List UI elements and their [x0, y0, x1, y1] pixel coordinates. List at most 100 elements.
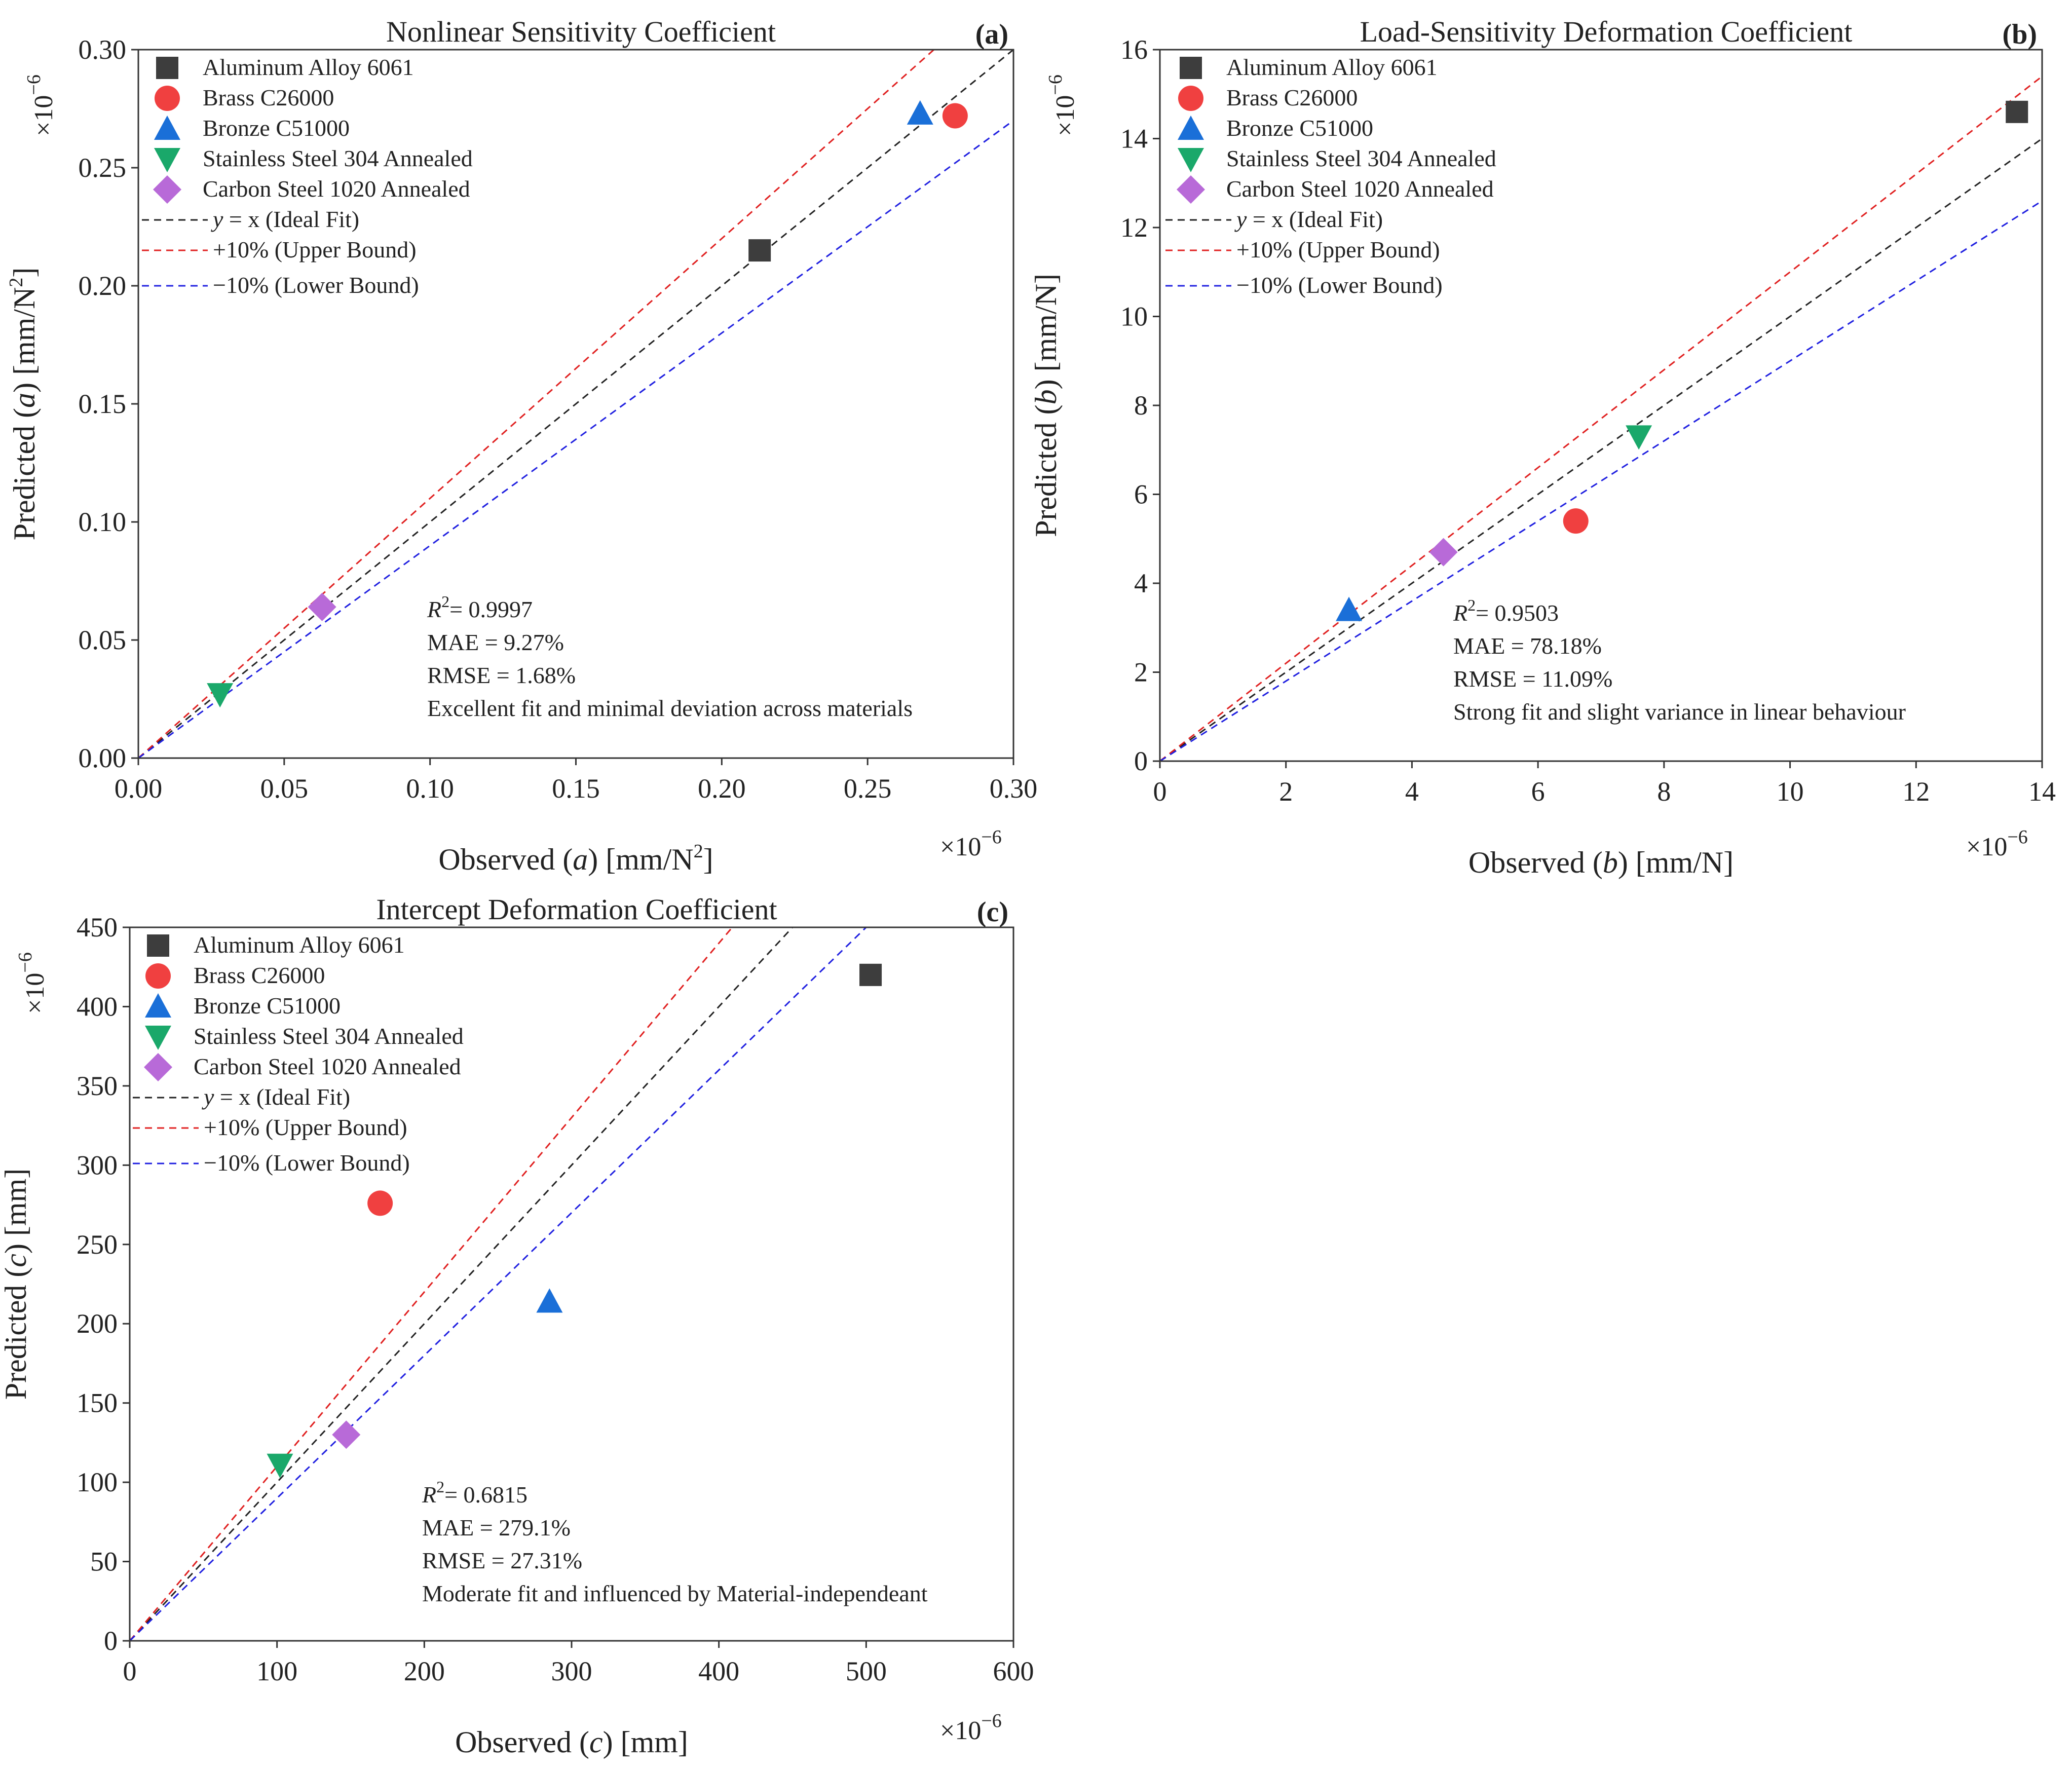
legend-marker	[145, 1026, 171, 1050]
data-point	[942, 103, 968, 129]
chart-title: Nonlinear Sensitivity Coefficient	[386, 15, 776, 48]
data-points	[1336, 100, 2028, 621]
y-tick-label: 350	[77, 1071, 118, 1101]
reference-lines	[138, 50, 1013, 758]
ref-line-upper	[138, 50, 935, 758]
mae-value: MAE = 78.18%	[1453, 633, 1602, 659]
y-tick-label: 0.00	[79, 743, 127, 773]
data-point	[2006, 100, 2028, 123]
y-tick-label: 10	[1120, 302, 1148, 332]
x-axis-label: Observed (c) [mm]	[455, 1725, 688, 1759]
data-point	[859, 963, 882, 986]
panel-b: 0 2 4 6 8 10 12 14 0 2 4 6 8 10 12 14 16 Load-Sensitivity…	[1029, 15, 2056, 879]
ref-line-ideal	[138, 50, 1013, 758]
y-multiplier: ×10−6	[15, 952, 50, 1014]
y-axis-label: Predicted (c) [mm]	[0, 1169, 32, 1400]
rmse-value: RMSE = 1.68%	[427, 662, 576, 688]
y-tick-label: 8	[1134, 390, 1148, 421]
legend-item: Brass C26000	[1178, 85, 1358, 111]
fit-note: Moderate fit and influenced by Material-…	[422, 1581, 928, 1606]
y-tick-label: 0	[104, 1626, 118, 1656]
legend-label: Brass C26000	[203, 85, 334, 110]
reference-lines	[130, 927, 868, 1641]
legend-marker	[155, 86, 180, 111]
stats-block: R2= 0.9997 MAE = 9.27% RMSE = 1.68% Excelle…	[427, 592, 913, 721]
x-multiplier: ×10−6	[1966, 826, 2028, 861]
ref-line-lower	[130, 927, 868, 1641]
y-tick-label: 0	[1134, 746, 1148, 776]
r2-value: R2= 0.9997	[427, 592, 533, 622]
legend: Aluminum Alloy 6061 Brass C26000 Bronze C5…	[1165, 54, 1496, 298]
y-tick-label: 450	[77, 912, 118, 943]
legend-label: Carbon Steel 1020 Annealed	[1226, 176, 1494, 202]
legend-label: Stainless Steel 304 Annealed	[194, 1023, 464, 1049]
legend-marker	[153, 175, 181, 204]
data-point	[308, 592, 336, 621]
panel-label: (c)	[977, 896, 1008, 928]
legend-label: Aluminum Alloy 6061	[203, 54, 414, 80]
y-tick-label: 400	[77, 991, 118, 1022]
y-tick-label: 0.30	[79, 34, 127, 65]
y-tick-label: 16	[1120, 34, 1148, 65]
legend-item: Stainless Steel 304 Annealed	[145, 1023, 464, 1050]
legend-label: Brass C26000	[194, 962, 325, 988]
y-tick-label: 0.15	[79, 389, 127, 419]
x-tick-label: 400	[698, 1656, 739, 1686]
y-tick-label: 4	[1134, 568, 1148, 598]
x-tick-label: 0.15	[552, 773, 600, 804]
panel-c: 0 100 200 300 400 500 600 0 50 100 150 200 250 300 350…	[0, 893, 1034, 1759]
chart-title: Intercept Deformation Coefficient	[376, 893, 777, 926]
legend-item: y = x (Ideal Fit)	[142, 206, 359, 232]
x-tick-label: 600	[993, 1656, 1034, 1686]
legend-marker	[154, 116, 180, 140]
data-points	[207, 100, 968, 708]
legend-label: Carbon Steel 1020 Annealed	[203, 176, 470, 202]
data-point	[1626, 425, 1652, 450]
legend-label: −10% (Lower Bound)	[204, 1150, 410, 1176]
data-point	[1563, 508, 1589, 534]
legend-label: Aluminum Alloy 6061	[1226, 54, 1438, 80]
legend-item: Bronze C51000	[1178, 115, 1373, 141]
y-axis-label: Predicted (b) [mm/N]	[1029, 274, 1063, 537]
data-point	[367, 1190, 393, 1216]
data-point	[267, 1453, 293, 1478]
x-tick-label: 10	[1777, 776, 1804, 807]
y-tick-label: 0.10	[79, 507, 127, 537]
legend-item: Bronze C51000	[154, 115, 350, 141]
legend-label: Brass C26000	[1226, 85, 1358, 110]
legend-item: −10% (Lower Bound)	[133, 1150, 410, 1176]
x-multiplier: ×10−6	[940, 1710, 1002, 1745]
x-tick-label: 12	[1902, 776, 1930, 807]
y-tick-label: 2	[1134, 657, 1148, 688]
legend-label: Stainless Steel 304 Annealed	[203, 145, 473, 171]
legend-label: Bronze C51000	[1226, 115, 1373, 141]
legend-marker	[1178, 148, 1204, 172]
y-tick-label: 250	[77, 1229, 118, 1260]
y-tick-label: 0.20	[79, 271, 127, 301]
legend-item: Bronze C51000	[145, 993, 341, 1019]
chart-title: Load-Sensitivity Deformation Coefficient	[1360, 15, 1853, 48]
legend-label: Bronze C51000	[194, 993, 341, 1019]
r2-value: R2= 0.9503	[1453, 596, 1559, 626]
legend-item: y = x (Ideal Fit)	[133, 1084, 350, 1110]
x-tick-label: 0	[1153, 776, 1167, 807]
legend-item: Carbon Steel 1020 Annealed	[153, 175, 470, 204]
x-tick-label: 0.25	[844, 773, 892, 804]
y-axis-label: Predicted (a) [mm/N2]	[6, 268, 41, 541]
ref-line-ideal	[130, 927, 794, 1641]
legend-marker	[1178, 116, 1204, 140]
legend-item: +10% (Upper Bound)	[142, 237, 417, 262]
legend-label: Bronze C51000	[203, 115, 350, 141]
legend-marker	[145, 993, 171, 1018]
y-tick-label: 6	[1134, 479, 1148, 510]
data-point	[907, 100, 933, 125]
y-multiplier: ×10−6	[23, 74, 58, 136]
mae-value: MAE = 9.27%	[427, 629, 564, 655]
data-point	[748, 239, 771, 262]
legend-label: y = x (Ideal Fit)	[1234, 206, 1383, 232]
x-tick-label: 0.05	[260, 773, 309, 804]
x-tick-label: 4	[1405, 776, 1419, 807]
legend-marker	[144, 1053, 172, 1081]
legend-marker	[1180, 57, 1202, 79]
legend-item: +10% (Upper Bound)	[1165, 237, 1440, 262]
